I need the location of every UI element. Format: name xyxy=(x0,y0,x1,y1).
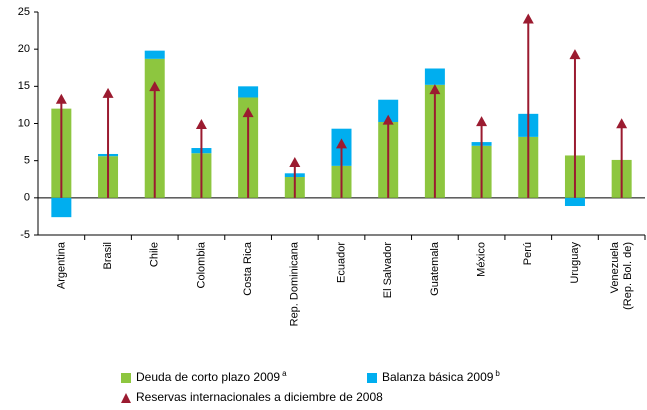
legend-label: Balanza básica 2009 xyxy=(382,370,494,384)
arrow-head xyxy=(429,84,441,95)
legend-label: Deuda de corto plazo 2009 xyxy=(136,370,280,384)
y-tick-label: 0 xyxy=(24,192,30,204)
arrow-head xyxy=(195,119,207,130)
bar xyxy=(144,50,165,59)
arrow-head xyxy=(336,138,347,149)
x-tick-label: Costa Rica xyxy=(242,241,254,296)
x-tick-label: Argentina xyxy=(55,241,67,289)
y-tick-label: 10 xyxy=(18,117,30,129)
y-tick-label: -5 xyxy=(20,229,30,241)
bar xyxy=(564,197,585,207)
y-tick-label: 20 xyxy=(18,43,30,55)
arrow-head xyxy=(55,93,67,104)
arrow-head xyxy=(289,156,301,167)
bar xyxy=(51,197,72,218)
x-tick-label: Perú xyxy=(522,242,534,265)
y-tick-label: 5 xyxy=(24,155,30,167)
legend-label: Reservas internacionales a diciembre de … xyxy=(136,390,383,404)
legend-swatch xyxy=(121,393,131,403)
legend-swatch xyxy=(121,373,131,383)
arrow-head xyxy=(616,118,628,129)
x-tick-label: Venezuela(Rep. Bol. de) xyxy=(609,241,634,310)
bar xyxy=(424,68,445,85)
arrow-head xyxy=(476,116,488,127)
arrow-head xyxy=(149,81,161,92)
arrow-head xyxy=(569,49,581,60)
legend-note: a xyxy=(282,369,287,378)
label-line: (Rep. Bol. de) xyxy=(622,242,634,310)
x-tick-label: El Salvador xyxy=(382,242,394,299)
x-tick-label: Brasil xyxy=(102,242,114,270)
x-tick-label: Guatemala xyxy=(429,241,441,296)
legend-swatch xyxy=(367,373,377,383)
x-tick-label: México xyxy=(475,242,487,277)
x-tick-label: Rep. Dominicana xyxy=(289,241,301,326)
x-tick-label: Chile xyxy=(149,242,161,267)
x-tick-label: Uruguay xyxy=(569,242,581,284)
y-tick-label: 15 xyxy=(18,80,30,92)
arrow-head xyxy=(242,107,254,118)
legend-note: b xyxy=(495,369,500,378)
bar xyxy=(238,86,259,98)
arrow-head xyxy=(382,114,394,125)
bar xyxy=(378,99,399,123)
x-tick-label: Ecuador xyxy=(335,242,347,283)
y-tick-label: 25 xyxy=(18,6,30,18)
label-line: Venezuela xyxy=(609,241,621,293)
arrow-head xyxy=(102,87,114,98)
x-tick-label: Colombia xyxy=(195,241,207,288)
arrow-head xyxy=(522,13,534,24)
